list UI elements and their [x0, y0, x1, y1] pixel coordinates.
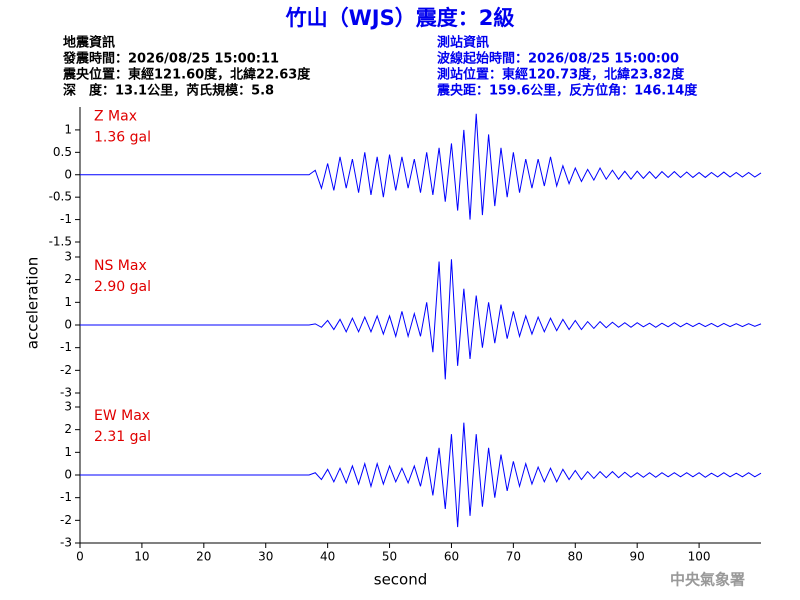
info-line: 震央位置：東經121.60度，北緯22.63度	[62, 67, 311, 83]
info-line: 測站資訊	[437, 35, 489, 51]
y-tick-label: 0	[64, 468, 72, 482]
y-tick-label: 0	[64, 167, 72, 181]
event-info: 地震資訊 發震時間：2026/08/25 15:00:11 震央位置：東經121…	[62, 35, 311, 99]
peak-label: 2.31 gal	[94, 429, 151, 445]
y-tick-label: -3	[60, 536, 72, 550]
y-tick-label: -0.5	[49, 190, 72, 204]
x-tick-label: 100	[688, 550, 711, 564]
y-tick-label: -2	[60, 513, 72, 527]
y-tick-label: 0.5	[53, 145, 72, 159]
y-tick-label: -1	[60, 212, 72, 226]
peak-label: NS Max	[94, 258, 147, 274]
info-line: 地震資訊	[63, 35, 115, 51]
x-tick-label: 60	[444, 550, 459, 564]
y-tick-label: -1.5	[49, 235, 72, 249]
y-tick-label: 0	[64, 318, 72, 332]
y-tick-label: 1	[64, 445, 72, 459]
x-tick-label: 10	[134, 550, 149, 564]
x-tick-label: 90	[630, 550, 645, 564]
x-tick-label: 50	[382, 550, 397, 564]
peak-label: 1.36 gal	[94, 130, 151, 146]
x-tick-label: 0	[76, 550, 84, 564]
y-tick-label: 1	[64, 122, 72, 136]
info-line: 發震時間：2026/08/25 15:00:11	[62, 51, 279, 67]
y-tick-label: -3	[60, 386, 72, 400]
waveform	[80, 259, 762, 380]
info-line: 波線起始時間：2026/08/25 15:00:00	[437, 51, 679, 67]
title: 竹山（WJS）震度：2級	[285, 6, 515, 30]
info-line: 測站位置：東經120.73度，北緯23.82度	[437, 67, 685, 83]
y-tick-label: 3	[64, 400, 72, 414]
peak-label: 2.90 gal	[94, 279, 151, 295]
waveform	[80, 113, 762, 220]
info-line: 深 度：13.1公里，芮氏規模：5.8	[63, 83, 274, 99]
y-tick-label: 3	[64, 250, 72, 264]
station-info: 測站資訊 波線起始時間：2026/08/25 15:00:00 測站位置：東經1…	[436, 35, 698, 99]
x-tick-label: 40	[320, 550, 335, 564]
x-tick-label: 30	[258, 550, 273, 564]
waveform	[80, 422, 762, 528]
y-tick-label: 2	[64, 272, 72, 286]
y-tick-label: -1	[60, 340, 72, 354]
peak-label: EW Max	[94, 408, 150, 424]
peak-label: Z Max	[94, 109, 137, 125]
y-tick-label: -1	[60, 490, 72, 504]
y-tick-label: 2	[64, 422, 72, 436]
y-axis-label: acceleration	[24, 257, 42, 349]
footer: 中央氣象署	[670, 571, 745, 589]
y-tick-label: -2	[60, 363, 72, 377]
y-tick-label: 1	[64, 295, 72, 309]
x-axis-label: second	[374, 571, 428, 589]
x-tick-label: 70	[506, 550, 521, 564]
x-tick-label: 80	[568, 550, 583, 564]
info-line: 震央距：159.6公里，反方位角：146.14度	[436, 83, 698, 99]
x-tick-label: 20	[196, 550, 211, 564]
